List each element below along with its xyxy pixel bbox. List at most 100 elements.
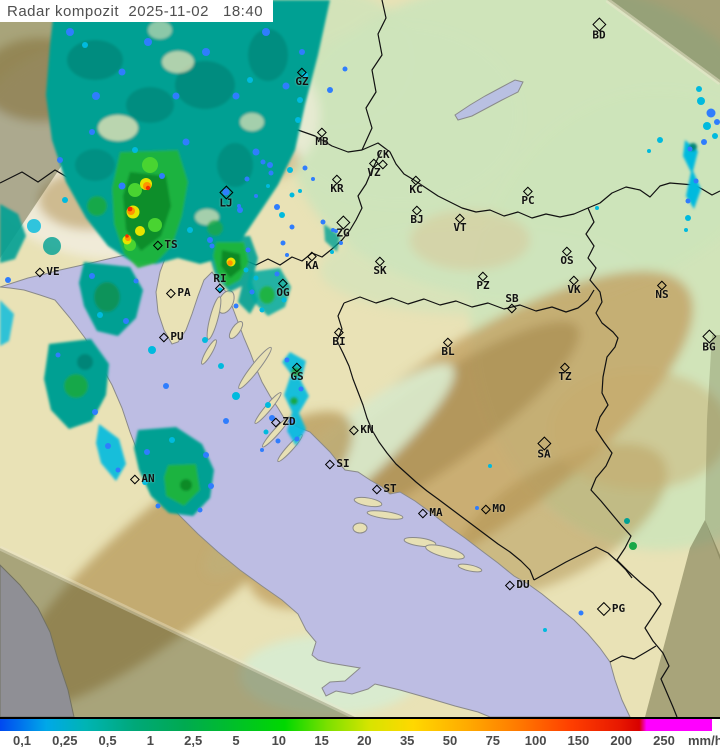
- city-diamond-icon: [596, 601, 611, 617]
- city-label: RI: [213, 272, 227, 285]
- city-label: GZ: [295, 75, 309, 88]
- legend-value: 0,1: [12, 733, 32, 748]
- city-marker-lj: LJ: [218, 185, 234, 210]
- city-label: GS: [290, 370, 304, 383]
- legend-value: 250: [653, 733, 675, 748]
- legend-labels: mm/h 0,1 0,25 0,5 1 2,5 5 10 15 20 35 50 75 100 150 20…: [0, 731, 720, 751]
- city-label: BI: [332, 335, 346, 348]
- legend-value: 1: [146, 733, 155, 748]
- city-label: BD: [592, 28, 606, 42]
- city-label: VZ: [367, 166, 381, 179]
- city-marker-bl: BL: [441, 337, 455, 357]
- city-label: SI: [336, 457, 350, 470]
- city-marker-sb: SB: [505, 292, 519, 314]
- city-label: PA: [177, 286, 191, 299]
- city-marker-vt: VT: [453, 213, 467, 234]
- rain-rate-legend: mm/h 0,1 0,25 0,5 1 2,5 5 10 15 20 35 50 75 100 150 20…: [0, 717, 720, 751]
- city-marker-bj: BJ: [410, 205, 424, 226]
- legend-value: 200: [610, 733, 633, 748]
- city-marker-ma: MA: [417, 506, 443, 519]
- city-label: SA: [537, 447, 551, 461]
- city-label: PZ: [476, 279, 490, 292]
- city-label: ZG: [336, 226, 350, 240]
- legend-value: 0,5: [98, 733, 117, 748]
- city-diamond-icon: [158, 332, 169, 342]
- map-title: Radar kompozit 2025-11-02 18:40: [7, 2, 264, 20]
- city-marker-zg: ZG: [335, 215, 351, 240]
- city-label: BJ: [410, 213, 424, 226]
- city-marker-bi: BI: [332, 327, 346, 348]
- islands: [201, 290, 483, 573]
- city-label: CK: [376, 148, 390, 161]
- city-diamond-icon: [371, 484, 382, 494]
- city-label: LJ: [219, 196, 233, 210]
- city-label: KA: [305, 259, 319, 272]
- city-diamond-icon: [165, 288, 176, 298]
- legend-value: 35: [399, 733, 415, 748]
- city-label: NS: [655, 288, 669, 301]
- map-title-bar: Radar kompozit 2025-11-02 18:40: [0, 0, 274, 22]
- city-marker-vk: VK: [567, 275, 581, 296]
- city-diamond-icon: [129, 474, 140, 484]
- city-marker-ts: TS: [152, 238, 178, 251]
- legend-value: 15: [314, 733, 329, 748]
- city-label: MB: [315, 135, 329, 148]
- city-label: VT: [453, 221, 467, 234]
- city-marker-st: ST: [371, 482, 397, 495]
- city-label: OG: [276, 286, 290, 299]
- city-marker-pg: PG: [596, 601, 625, 617]
- city-marker-tz: TZ: [558, 362, 572, 383]
- city-diamond-icon: [215, 283, 225, 294]
- legend-value: 100: [524, 733, 547, 748]
- city-label: TZ: [558, 370, 572, 383]
- city-label: DU: [516, 578, 530, 591]
- city-label: PC: [521, 194, 535, 207]
- radar-map-graphic: [0, 0, 720, 717]
- city-marker-gz: GZ: [295, 67, 309, 88]
- city-marker-ck: CK: [376, 148, 390, 170]
- legend-value: 2,5: [184, 733, 203, 748]
- city-diamond-icon: [417, 508, 428, 518]
- city-marker-pc: PC: [521, 186, 535, 207]
- city-diamond-icon: [152, 240, 163, 250]
- legend-value: 10: [271, 733, 287, 748]
- city-layer: VE TS PA PU AN RI LJ GZ MB CK VZ KR KC ZG BJ VT PC SK KA OG…: [34, 17, 717, 617]
- legend-value: 20: [357, 733, 372, 748]
- rain-rate-colorbar: [0, 719, 712, 731]
- city-marker-ns: NS: [655, 280, 669, 301]
- city-label: SB: [505, 292, 519, 305]
- city-label: ZD: [282, 415, 296, 428]
- city-marker-sa: SA: [536, 436, 552, 461]
- city-marker-bg: BG: [701, 329, 717, 353]
- city-label: KN: [360, 423, 374, 436]
- city-label: ST: [383, 482, 397, 495]
- city-label: PU: [170, 330, 184, 343]
- legend-unit: mm/h: [688, 733, 720, 748]
- city-marker-sk: SK: [373, 256, 387, 276]
- city-diamond-icon: [504, 580, 515, 590]
- city-diamond-icon: [324, 459, 335, 469]
- city-marker-og: OG: [276, 278, 290, 299]
- city-diamond-icon: [34, 267, 45, 277]
- city-marker-zd: ZD: [270, 415, 296, 428]
- city-label: KC: [409, 183, 423, 196]
- city-label: TS: [164, 238, 178, 251]
- legend-value: 5: [232, 733, 240, 748]
- city-label: VK: [567, 283, 581, 296]
- city-marker-kr: KR: [330, 174, 344, 195]
- city-marker-mo: MO: [480, 502, 506, 515]
- city-marker-pz: PZ: [476, 271, 490, 292]
- adriatic-sea: [0, 243, 631, 717]
- city-diamond-icon: [270, 417, 281, 427]
- precipitation-cells: [5, 28, 720, 632]
- city-label: MO: [492, 502, 506, 515]
- city-label: KR: [330, 182, 344, 195]
- lake-balaton: [454, 79, 524, 121]
- city-marker-os: OS: [560, 246, 574, 266]
- city-diamond-icon: [507, 303, 517, 314]
- legend-value: 0,25: [52, 733, 78, 748]
- city-label: MA: [429, 506, 443, 519]
- legend-value: 50: [442, 733, 458, 748]
- city-diamond-icon: [348, 425, 359, 435]
